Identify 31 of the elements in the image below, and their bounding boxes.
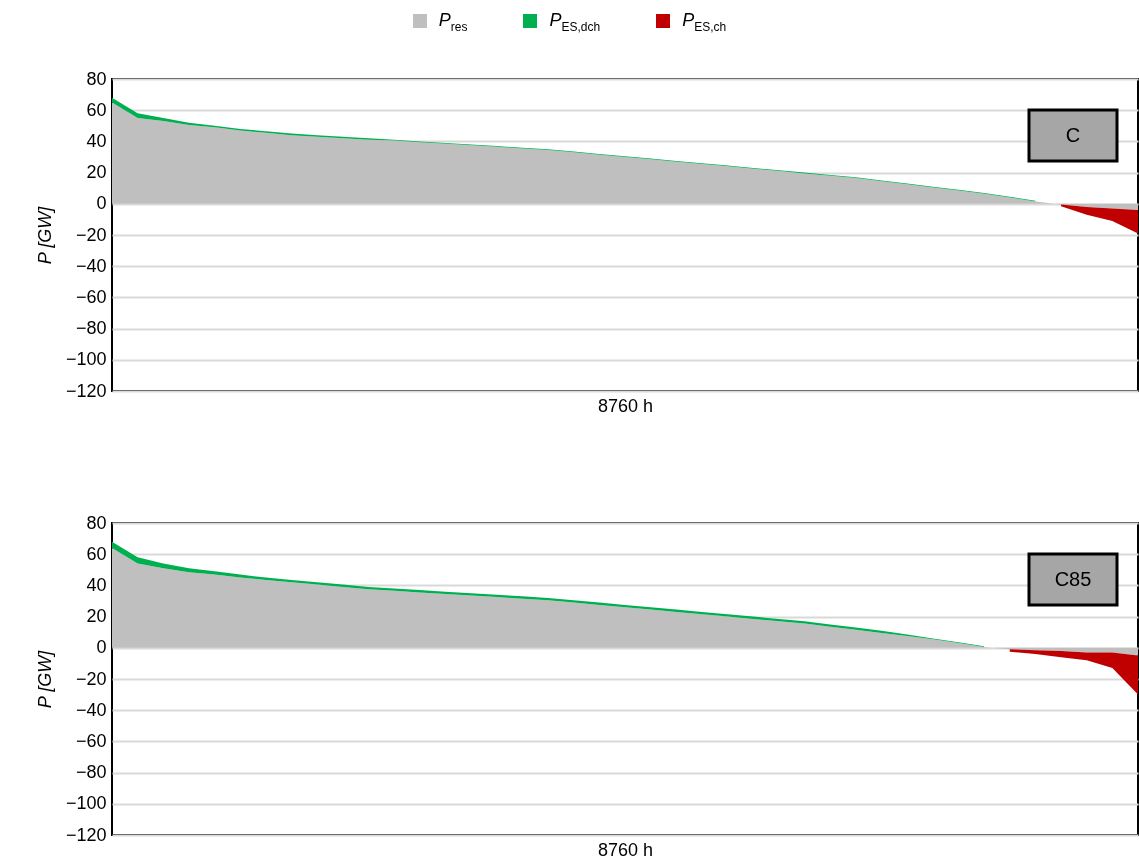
y-tick-label: −100 — [65, 349, 107, 370]
y-tick-label: 20 — [86, 606, 107, 627]
y-tick-label: 40 — [86, 574, 107, 595]
y-tick-label: −60 — [75, 286, 107, 307]
y-tick-label: −80 — [75, 318, 107, 339]
y-tick-label: 0 — [96, 637, 107, 658]
y-tick-label: −60 — [75, 730, 107, 751]
x-axis-title: 8760 h — [597, 395, 654, 416]
legend-label: P$_{ES,ch}$ — [682, 10, 727, 34]
y-tick-label: −120 — [65, 380, 107, 401]
y-tick-label: 20 — [86, 162, 107, 183]
annotation: C85 — [1054, 568, 1092, 590]
y-tick-label: 0 — [96, 193, 107, 214]
legend-label: P$_{ES,dch}$ — [549, 10, 601, 34]
y-tick-label: 40 — [86, 130, 107, 151]
y-tick-label: −120 — [65, 824, 107, 845]
y-tick-label: 60 — [86, 543, 107, 564]
y-tick-label: −20 — [75, 668, 107, 689]
legend-label: P$_{res}$ — [438, 10, 468, 34]
y-tick-label: 80 — [86, 68, 107, 89]
x-axis-title: 8760 h — [597, 839, 654, 860]
y-tick-label: −40 — [75, 699, 107, 720]
y-tick-label: 60 — [86, 99, 107, 120]
y-tick-label: −20 — [75, 224, 107, 245]
y-tick-label: −80 — [75, 762, 107, 783]
annotation: C — [1065, 124, 1081, 146]
y-axis-title: P [GW] — [34, 205, 55, 265]
y-tick-label: −40 — [75, 255, 107, 276]
y-axis-title: P [GW] — [34, 649, 55, 709]
y-tick-label: 80 — [86, 512, 107, 533]
y-tick-label: −100 — [65, 793, 107, 814]
